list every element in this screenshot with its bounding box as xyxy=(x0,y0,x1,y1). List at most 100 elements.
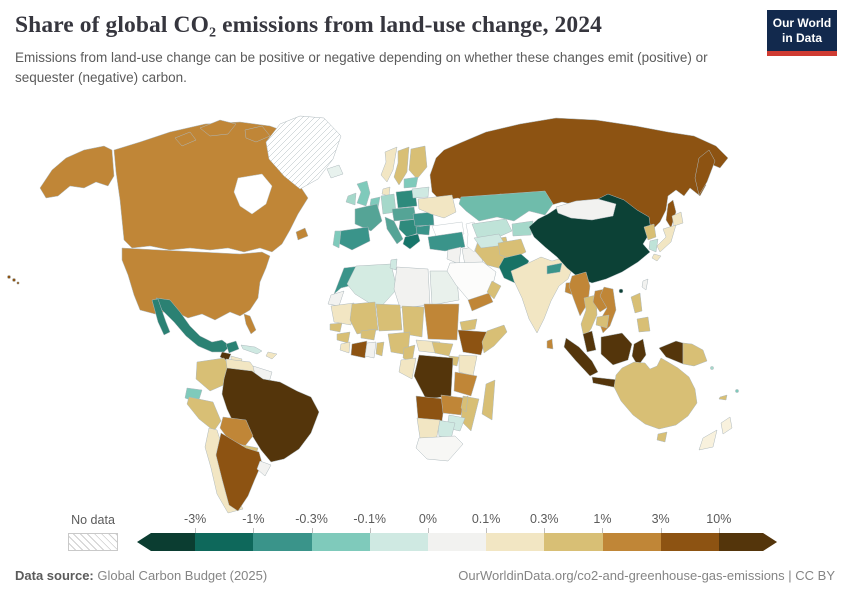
legend-bin[interactable] xyxy=(544,533,603,551)
country-kenya[interactable] xyxy=(458,354,478,377)
country-south-sudan[interactable] xyxy=(431,341,454,357)
country-australia[interactable] xyxy=(613,357,698,430)
country-cambodia[interactable] xyxy=(595,314,610,329)
country-burkina-faso[interactable] xyxy=(360,328,377,341)
country-zambia[interactable] xyxy=(440,394,466,416)
country-south-africa[interactable] xyxy=(415,435,464,462)
legend-bin[interactable] xyxy=(602,533,661,551)
country-bulgaria[interactable] xyxy=(415,224,431,236)
country-greece[interactable] xyxy=(402,233,421,250)
country-mexico-baja[interactable] xyxy=(151,298,171,336)
owid-logo[interactable]: Our World in Data xyxy=(767,10,837,56)
legend-bin[interactable] xyxy=(137,533,196,551)
country-spain[interactable] xyxy=(337,226,371,251)
country-uk[interactable] xyxy=(356,180,371,207)
country-new-caledonia[interactable] xyxy=(718,394,728,401)
country-mongolia[interactable] xyxy=(555,198,617,221)
country-kyrgyz-tajik[interactable] xyxy=(511,220,534,237)
country-central-europe[interactable] xyxy=(391,206,417,222)
footer-link[interactable]: OurWorldinData.org/co2-and-greenhouse-ga… xyxy=(458,568,835,583)
country-canada[interactable] xyxy=(113,121,309,253)
country-cuba[interactable] xyxy=(240,344,263,355)
country-senegal[interactable] xyxy=(329,322,343,333)
country-alaska[interactable] xyxy=(39,145,115,199)
legend-bin[interactable] xyxy=(311,533,370,551)
country-finland[interactable] xyxy=(408,145,428,180)
country-hawaii[interactable] xyxy=(7,275,11,279)
country-gabon-congo[interactable] xyxy=(398,357,417,380)
country-china[interactable] xyxy=(528,193,652,284)
country-new-zealand-south[interactable] xyxy=(698,429,718,451)
country-sweden[interactable] xyxy=(393,146,410,186)
country-new-zealand-north[interactable] xyxy=(720,416,733,435)
country-brazil[interactable] xyxy=(221,367,320,463)
country-levant[interactable] xyxy=(446,246,462,265)
country-mauritania[interactable] xyxy=(330,302,355,326)
country-ghana[interactable] xyxy=(364,341,377,359)
country-taiwan[interactable] xyxy=(641,278,649,291)
country-kazakhstan[interactable] xyxy=(458,190,554,222)
country-tanzania[interactable] xyxy=(453,371,478,397)
country-fiji[interactable] xyxy=(735,389,739,393)
country-oman[interactable] xyxy=(486,280,502,300)
country-papua-new-guinea[interactable] xyxy=(682,342,708,367)
country-tunisia[interactable] xyxy=(389,258,398,271)
country-hawaii[interactable] xyxy=(12,278,16,282)
legend-bin[interactable] xyxy=(369,533,428,551)
country-north-korea[interactable] xyxy=(643,223,657,241)
country-france[interactable] xyxy=(354,203,383,232)
country-philippines-mindanao[interactable] xyxy=(636,316,651,333)
country-benin-togo[interactable] xyxy=(375,341,385,357)
legend-bin[interactable] xyxy=(195,533,254,551)
country-canada-islands[interactable] xyxy=(199,119,237,137)
country-eritrea[interactable] xyxy=(459,318,478,332)
country-myanmar[interactable] xyxy=(568,271,591,317)
legend-bin[interactable] xyxy=(719,533,777,551)
country-sudan[interactable] xyxy=(423,303,460,341)
country-usa[interactable] xyxy=(121,247,271,321)
country-japan-honshu[interactable] xyxy=(656,224,677,253)
country-sri-lanka[interactable] xyxy=(546,338,554,350)
country-solomon-islands[interactable] xyxy=(710,366,714,370)
country-baltics[interactable] xyxy=(403,176,419,189)
country-hawaii[interactable] xyxy=(16,281,20,285)
country-yemen[interactable] xyxy=(467,292,494,312)
country-canada-newfoundland[interactable] xyxy=(295,227,309,241)
country-russia-kamchatka[interactable] xyxy=(694,149,716,196)
country-romania[interactable] xyxy=(412,211,435,227)
country-argentina[interactable] xyxy=(215,432,263,512)
country-guinea[interactable] xyxy=(336,331,351,344)
country-hispaniola[interactable] xyxy=(265,351,278,360)
country-western-sahara[interactable] xyxy=(327,290,345,307)
country-greenland[interactable] xyxy=(265,115,342,190)
country-iceland[interactable] xyxy=(326,164,344,179)
country-somalia[interactable] xyxy=(481,324,508,354)
country-australia-tasmania[interactable] xyxy=(656,431,668,443)
country-canada-islands[interactable] xyxy=(244,125,271,143)
country-ireland[interactable] xyxy=(345,192,357,206)
country-italy[interactable] xyxy=(384,216,404,245)
country-japan-hokkaido[interactable] xyxy=(671,211,684,227)
country-uruguay[interactable] xyxy=(256,460,272,477)
country-belarus[interactable] xyxy=(411,186,430,199)
legend-bin[interactable] xyxy=(253,533,312,551)
country-philippines-luzon[interactable] xyxy=(630,292,643,314)
country-japan-kyushu[interactable] xyxy=(651,253,662,262)
country-niger[interactable] xyxy=(375,303,403,332)
country-south-korea[interactable] xyxy=(648,238,659,253)
country-indonesia-sulawesi[interactable] xyxy=(631,338,647,367)
country-china-hainan[interactable] xyxy=(618,288,624,294)
country-malawi[interactable] xyxy=(460,395,469,413)
country-indonesia-borneo[interactable] xyxy=(600,332,633,366)
country-chad[interactable] xyxy=(401,305,425,338)
country-ukraine[interactable] xyxy=(417,194,457,219)
legend-bin[interactable] xyxy=(660,533,719,551)
country-drc[interactable] xyxy=(413,354,454,400)
country-india[interactable] xyxy=(510,256,574,334)
country-indonesia-sumatra[interactable] xyxy=(563,337,599,377)
country-mexico-yucatan[interactable] xyxy=(225,340,240,354)
country-libya[interactable] xyxy=(393,266,431,309)
country-canada-islands[interactable] xyxy=(174,131,197,147)
country-ethiopia[interactable] xyxy=(457,329,488,356)
country-poland[interactable] xyxy=(395,189,418,209)
